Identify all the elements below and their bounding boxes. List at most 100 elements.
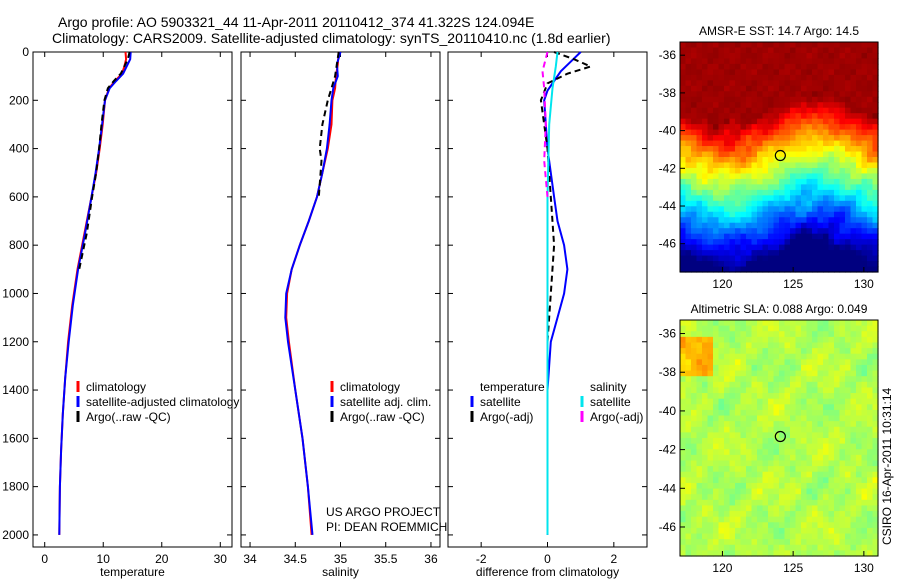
- map-cell: [795, 364, 802, 372]
- map-cell: [751, 539, 758, 546]
- map-cell: [850, 58, 857, 65]
- map-cell: [806, 140, 813, 147]
- map-cell: [806, 42, 813, 49]
- map-cell: [867, 438, 874, 445]
- map-cell: [779, 398, 786, 405]
- map-cell: [724, 80, 731, 87]
- map-cell: [718, 364, 725, 372]
- map-cell: [696, 516, 703, 523]
- map-cell: [762, 107, 769, 114]
- map-cell: [691, 544, 698, 551]
- map-cell: [801, 250, 808, 257]
- map-cell: [773, 426, 780, 433]
- map-cell: [762, 460, 769, 467]
- map-cell: [850, 404, 857, 411]
- map-cell: [812, 404, 819, 411]
- map-cell: [823, 426, 830, 433]
- map-cell: [685, 222, 692, 229]
- map-cell: [823, 58, 830, 65]
- map-cell: [867, 550, 874, 557]
- map-cell: [735, 129, 742, 136]
- map-cell: [746, 69, 753, 76]
- map-cell: [790, 211, 797, 218]
- map-cell: [795, 516, 802, 523]
- map-cell: [795, 342, 802, 349]
- map-cell: [762, 250, 769, 257]
- map-cell: [806, 449, 813, 456]
- map-cell: [768, 157, 775, 164]
- map-cell: [718, 331, 725, 338]
- map-cell: [839, 178, 846, 185]
- map-cell: [702, 85, 709, 92]
- map-cell: [823, 539, 830, 546]
- map-cell: [740, 58, 747, 65]
- map-cell: [729, 167, 736, 175]
- map-cell: [817, 146, 824, 153]
- map-cell: [702, 113, 709, 120]
- map-cell: [784, 80, 791, 87]
- map-cell: [729, 80, 736, 87]
- map-cell: [707, 140, 714, 147]
- map-cell: [691, 91, 698, 98]
- map-cell: [872, 505, 879, 512]
- map-cell: [790, 113, 797, 120]
- map-cell: [702, 443, 709, 450]
- map-cell: [729, 381, 736, 389]
- map-cell: [823, 206, 830, 213]
- map-cell: [872, 52, 879, 60]
- map-cell: [751, 432, 758, 439]
- map-cell: [691, 129, 698, 136]
- map-cell: [790, 124, 797, 131]
- map-cell: [702, 421, 709, 428]
- map-cell: [779, 146, 786, 153]
- map-frame: [679, 41, 879, 273]
- map-cell: [762, 113, 769, 120]
- map-cell: [790, 173, 797, 180]
- map-cell: [702, 511, 709, 518]
- map-cell: [751, 421, 758, 428]
- map-cell: [746, 80, 753, 87]
- map-cell: [828, 421, 835, 428]
- map-cell: [696, 261, 703, 268]
- map-cell: [751, 488, 758, 495]
- map-cell: [779, 42, 786, 49]
- map-cell: [850, 266, 857, 273]
- map-cell: [740, 96, 747, 103]
- map-cell: [713, 195, 720, 202]
- map-cell: [713, 244, 720, 251]
- map-cell: [867, 449, 874, 456]
- map-cell: [784, 96, 791, 103]
- map-cell: [702, 233, 709, 240]
- map-cell: [790, 157, 797, 164]
- map-cell: [850, 544, 857, 551]
- map-cell: [850, 244, 857, 251]
- map-cell: [806, 113, 813, 120]
- map-cell: [680, 211, 687, 218]
- map-cell: [817, 466, 824, 473]
- map-cell: [861, 250, 868, 257]
- map-cell: [735, 211, 742, 218]
- map-cell: [724, 261, 731, 268]
- map-cell: [845, 266, 852, 273]
- map-cell: [828, 255, 835, 262]
- map-cell: [762, 140, 769, 147]
- map-cell: [735, 426, 742, 433]
- map-cell: [806, 336, 813, 344]
- map-cell: [729, 482, 736, 490]
- map-cell: [685, 398, 692, 405]
- map-cell: [740, 404, 747, 411]
- map-cell: [850, 409, 857, 417]
- map-cell: [828, 460, 835, 467]
- map-cell: [707, 167, 714, 175]
- map-cell: [707, 217, 714, 224]
- map-cell: [746, 370, 753, 377]
- map-cell: [861, 454, 868, 462]
- map-cell: [707, 325, 714, 332]
- map-cell: [795, 266, 802, 273]
- map-cell: [867, 135, 874, 142]
- map-cell: [762, 217, 769, 224]
- map-cell: [691, 63, 698, 70]
- map-cell: [872, 511, 879, 518]
- map-cell: [762, 550, 769, 557]
- x-tick-label: 0: [41, 552, 48, 566]
